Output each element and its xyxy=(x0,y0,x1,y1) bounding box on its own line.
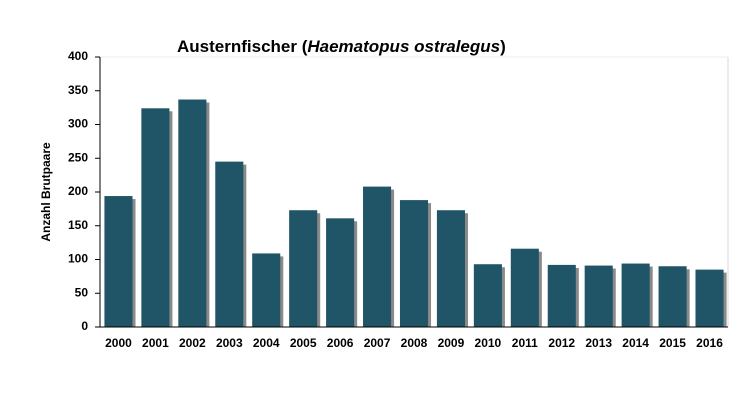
x-tick-label: 2002 xyxy=(179,336,206,350)
x-tick-label: 2015 xyxy=(659,336,686,350)
y-axis-label: Anzahl Brutpaare xyxy=(39,142,53,242)
y-tick-label: 100 xyxy=(68,252,88,266)
bar xyxy=(658,266,687,327)
bar xyxy=(252,253,281,327)
bar xyxy=(326,218,355,327)
bar xyxy=(363,186,392,327)
x-tick-label: 2007 xyxy=(364,336,391,350)
bar xyxy=(141,108,170,327)
chart-title: Austernfischer (Haematopus ostralegus) xyxy=(177,37,506,56)
x-tick-label: 2000 xyxy=(105,336,132,350)
title-part: Austernfischer ( xyxy=(177,37,308,56)
x-tick-label: 2004 xyxy=(253,336,280,350)
y-tick-label: 150 xyxy=(68,218,88,232)
x-tick-label: 2012 xyxy=(548,336,575,350)
y-tick-label: 300 xyxy=(68,117,88,131)
bar xyxy=(436,210,465,327)
bar xyxy=(473,264,502,327)
bar xyxy=(510,248,539,327)
x-tick-label: 2016 xyxy=(696,336,723,350)
bar xyxy=(584,265,613,327)
x-tick-label: 2003 xyxy=(216,336,243,350)
x-tick-label: 2011 xyxy=(512,336,538,350)
x-tick-label: 2013 xyxy=(585,336,612,350)
x-tick-label: 2005 xyxy=(290,336,317,350)
bar xyxy=(215,161,244,327)
bar xyxy=(178,99,207,328)
bar xyxy=(695,269,724,327)
y-tick-label: 50 xyxy=(75,285,89,299)
bar xyxy=(547,264,576,327)
y-tick-label: 350 xyxy=(68,83,88,97)
x-tick-label: 2008 xyxy=(401,336,428,350)
y-tick-label: 250 xyxy=(68,150,88,164)
x-tick-label: 2014 xyxy=(622,336,649,350)
title-part: ) xyxy=(500,37,506,56)
bar xyxy=(289,210,318,327)
x-tick-label: 2009 xyxy=(438,336,465,350)
y-tick-label: 200 xyxy=(68,184,88,198)
bar xyxy=(621,263,650,327)
bar xyxy=(399,200,429,327)
bar xyxy=(104,196,133,327)
x-tick-label: 2010 xyxy=(475,336,502,350)
title-part: Haematopus ostralegus xyxy=(307,37,500,56)
y-tick-label: 400 xyxy=(68,49,88,63)
y-tick-label: 0 xyxy=(81,319,88,333)
x-tick-label: 2006 xyxy=(327,336,354,350)
x-tick-label: 2001 xyxy=(142,336,169,350)
